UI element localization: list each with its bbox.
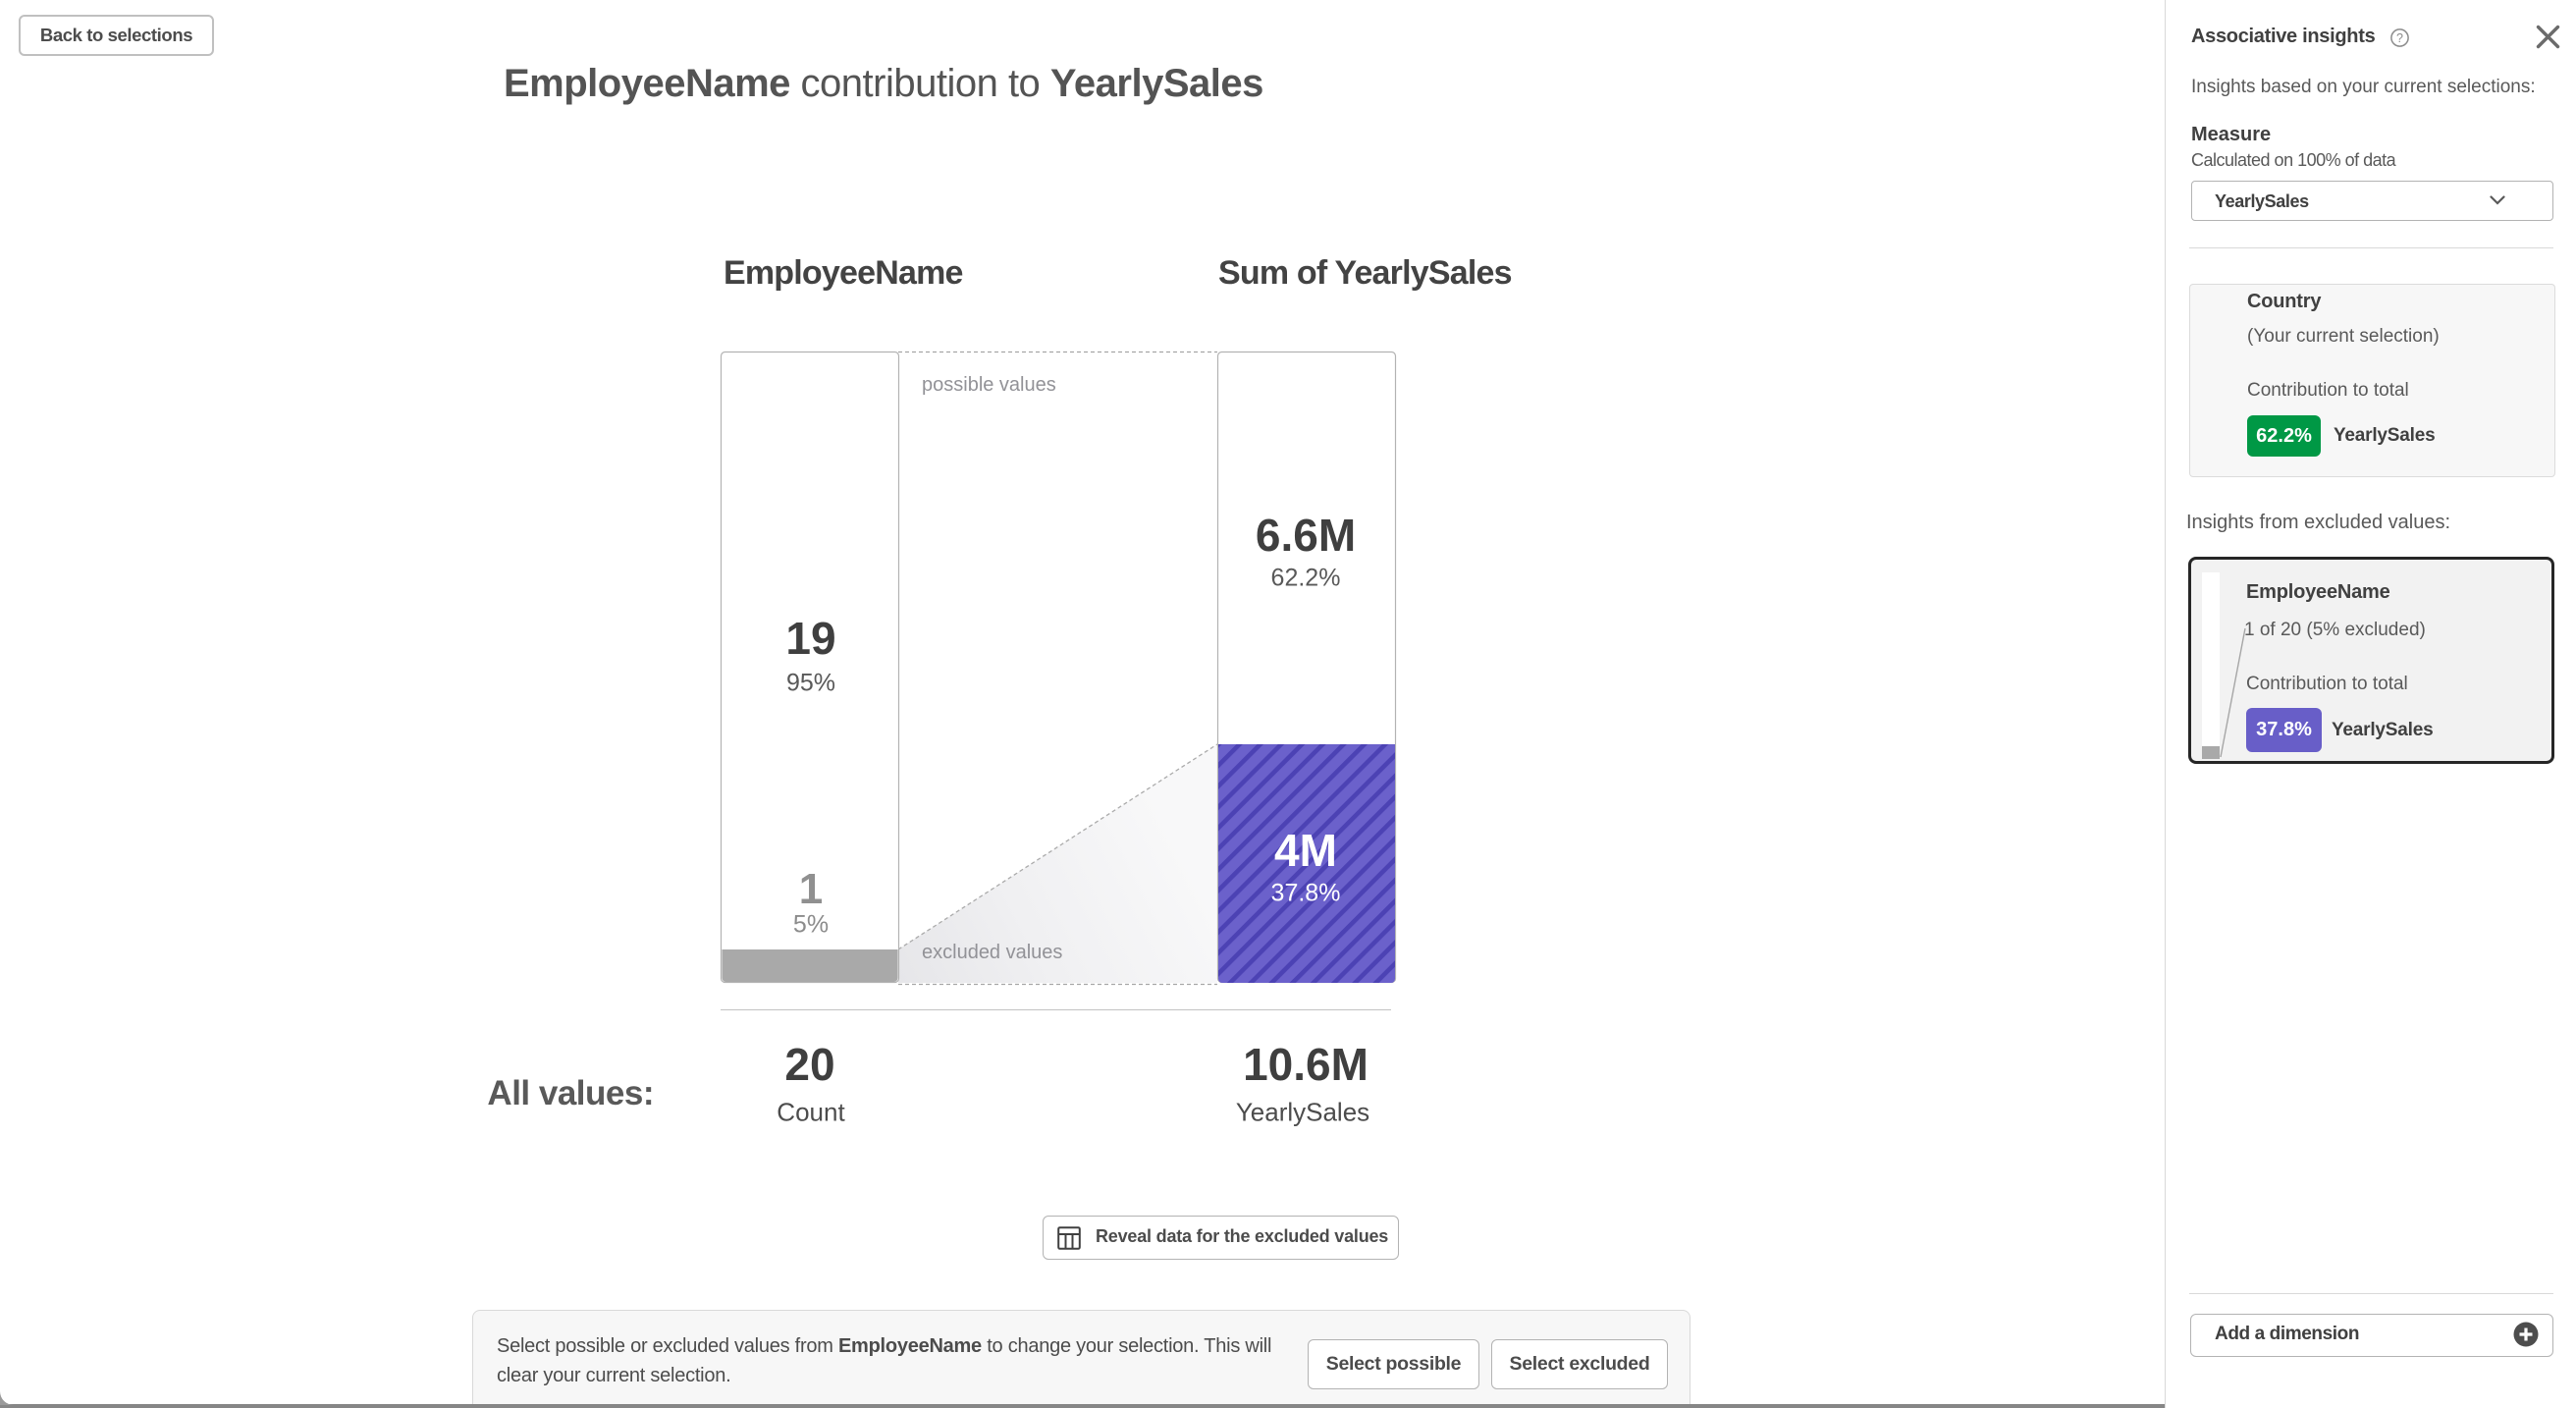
- svg-text:?: ?: [2396, 31, 2403, 45]
